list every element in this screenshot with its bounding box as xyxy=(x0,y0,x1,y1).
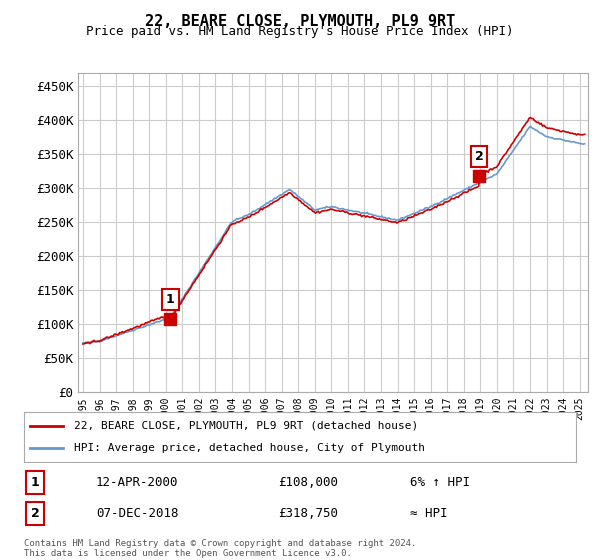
Text: HPI: Average price, detached house, City of Plymouth: HPI: Average price, detached house, City… xyxy=(74,443,425,453)
Text: ≈ HPI: ≈ HPI xyxy=(410,507,448,520)
Text: 1: 1 xyxy=(31,475,40,489)
Text: 2: 2 xyxy=(475,150,484,163)
Text: 22, BEARE CLOSE, PLYMOUTH, PL9 9RT (detached house): 22, BEARE CLOSE, PLYMOUTH, PL9 9RT (deta… xyxy=(74,421,418,431)
Text: 2: 2 xyxy=(31,507,40,520)
Text: 6% ↑ HPI: 6% ↑ HPI xyxy=(410,475,470,489)
Text: 07-DEC-2018: 07-DEC-2018 xyxy=(96,507,178,520)
Text: £108,000: £108,000 xyxy=(278,475,338,489)
Text: 1: 1 xyxy=(166,293,175,306)
Text: Contains HM Land Registry data © Crown copyright and database right 2024.
This d: Contains HM Land Registry data © Crown c… xyxy=(24,539,416,558)
Text: 22, BEARE CLOSE, PLYMOUTH, PL9 9RT: 22, BEARE CLOSE, PLYMOUTH, PL9 9RT xyxy=(145,14,455,29)
Text: 12-APR-2000: 12-APR-2000 xyxy=(96,475,178,489)
Text: £318,750: £318,750 xyxy=(278,507,338,520)
Text: Price paid vs. HM Land Registry's House Price Index (HPI): Price paid vs. HM Land Registry's House … xyxy=(86,25,514,38)
